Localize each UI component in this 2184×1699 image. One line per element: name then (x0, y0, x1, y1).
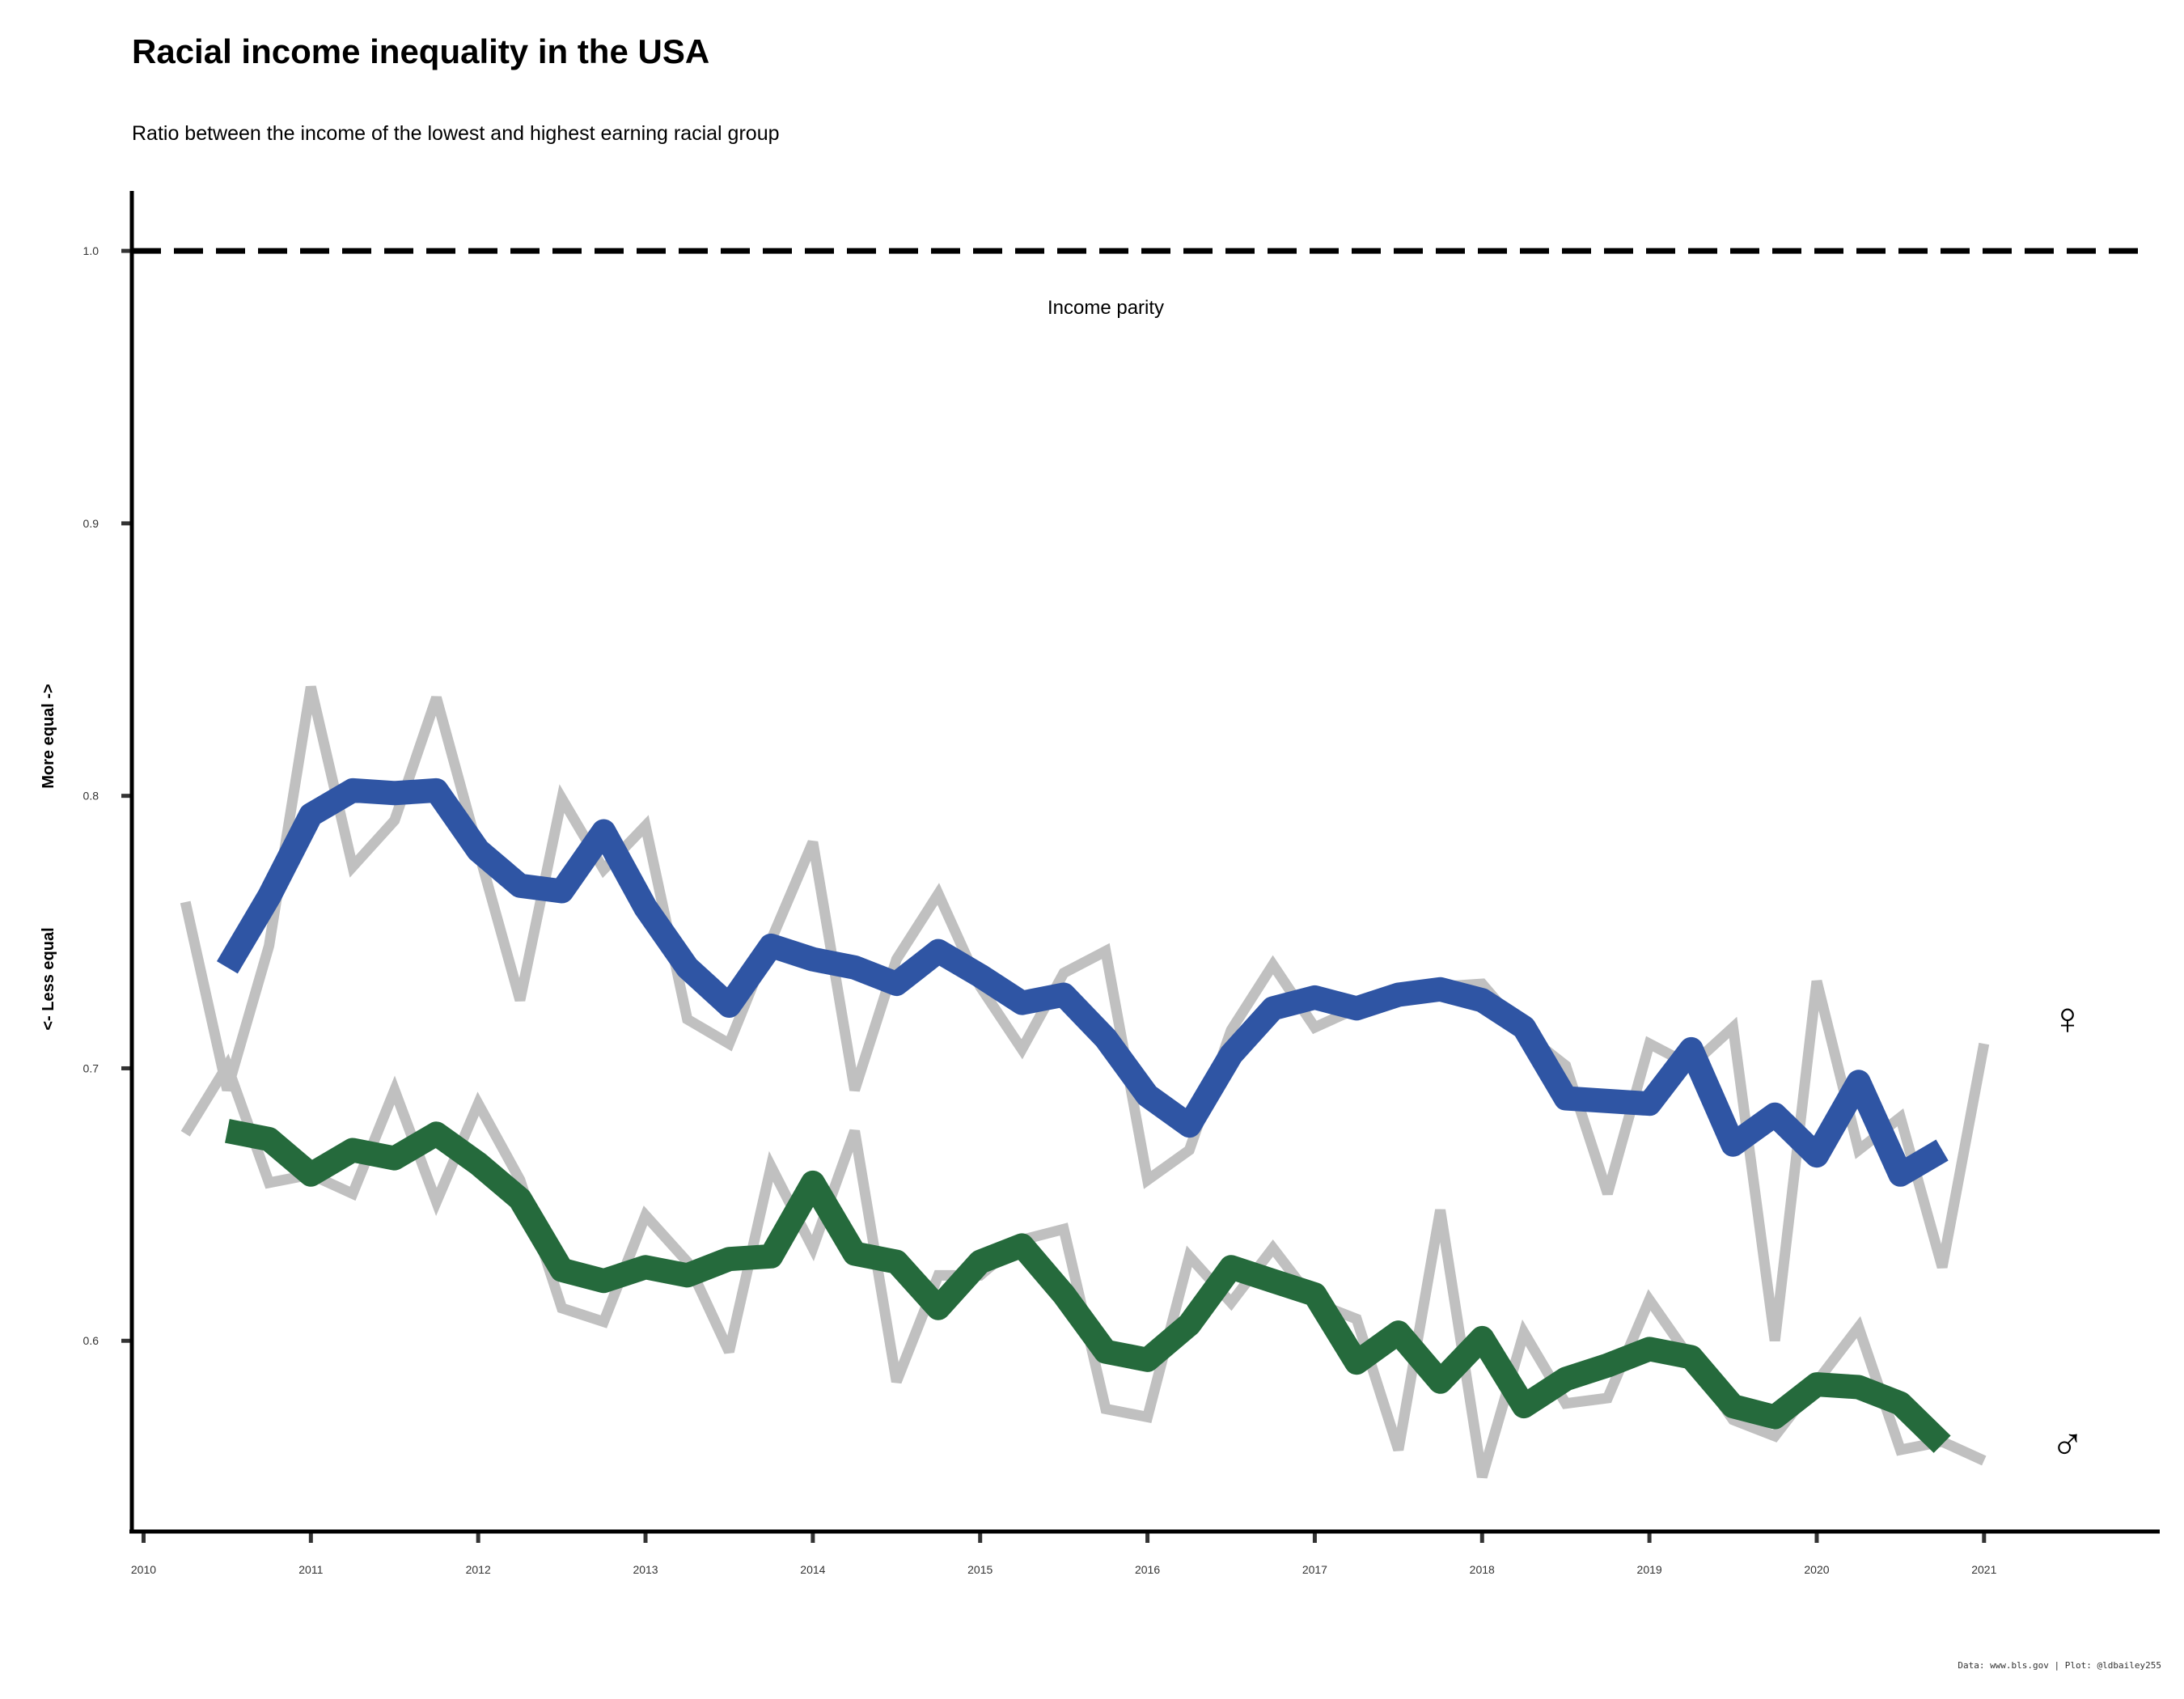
series-symbol: ♂ (2051, 1418, 2085, 1469)
chart-title: Racial income inequality in the USA (132, 32, 709, 70)
x-tick-label: 2014 (800, 1563, 825, 1576)
y-tick-label: 1.0 (83, 244, 99, 257)
axis-ticks: 0.6 0.7 0.8 0.9 1.0 2010 2011 2012 2013 2014 2015 2… (83, 244, 1997, 1576)
chart-caption: Data: www.bls.gov | Plot: @ldbailey255 (1958, 1660, 2161, 1671)
series-symbol: ♀ (2051, 993, 2085, 1044)
x-tick-label: 2011 (298, 1563, 323, 1576)
y-tick-label: 0.7 (83, 1061, 99, 1074)
x-tick-label: 2020 (1804, 1563, 1829, 1576)
y-axis-title-bottom-group: <- Less equal (40, 927, 57, 1030)
x-tick-label: 2021 (1971, 1563, 1996, 1576)
income-parity-label: Income parity (1048, 297, 1164, 319)
smoothed-series-line (216, 777, 1949, 1187)
y-axis-title-more-equal: More equal -> (40, 684, 57, 788)
y-tick-label: 0.8 (83, 790, 99, 803)
series-symbols: ♀♂ (2051, 993, 2085, 1469)
y-axis-title-less-equal: <- Less equal (40, 927, 57, 1030)
x-tick-label: 2018 (1470, 1563, 1495, 1576)
x-tick-label: 2016 (1135, 1563, 1160, 1576)
parity-line-group: Income parity (132, 248, 2144, 319)
y-tick-label: 0.9 (83, 517, 99, 530)
x-tick-label: 2013 (633, 1563, 658, 1576)
smoothed-series-line (225, 1119, 1951, 1453)
chart-subtitle: Ratio between the income of the lowest a… (132, 122, 780, 145)
smoothed-series-group (216, 777, 1951, 1453)
x-tick-label: 2012 (466, 1563, 491, 1576)
x-tick-label: 2010 (131, 1563, 156, 1576)
x-tick-label: 2017 (1302, 1563, 1327, 1576)
x-tick-label: 2015 (967, 1563, 993, 1576)
x-tick-label: 2019 (1637, 1563, 1662, 1576)
y-tick-label: 0.6 (83, 1334, 99, 1347)
y-axis-title-top-group: More equal -> (40, 684, 57, 788)
